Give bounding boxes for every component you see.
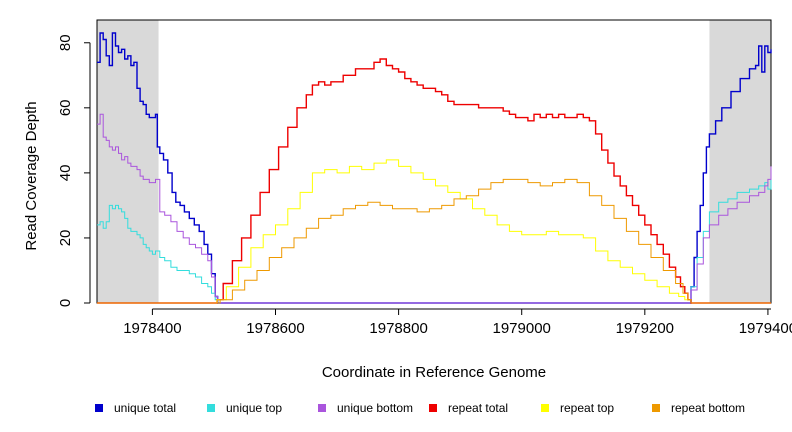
legend-swatch-repeat-bottom xyxy=(652,404,660,412)
legend: unique total unique top unique bottom repea… xyxy=(95,401,745,415)
series-line-unique-bottom xyxy=(97,113,772,304)
x-tick-label: 1979400 xyxy=(739,320,792,337)
legend-label: unique total xyxy=(114,401,176,415)
legend-label: unique top xyxy=(226,401,282,415)
x-tick-label: 1979000 xyxy=(493,320,551,337)
y-tick-label: 20 xyxy=(57,230,74,247)
series-line-repeat-total xyxy=(97,58,771,304)
legend-label: repeat total xyxy=(448,401,508,415)
axes: 1978400 1978600 1978800 1979000 1979200 19794… xyxy=(57,34,792,337)
series-line-repeat-top xyxy=(97,159,771,304)
y-tick-label: 80 xyxy=(57,34,74,51)
y-tick-label: 40 xyxy=(57,165,74,182)
legend-label: repeat top xyxy=(560,401,614,415)
shaded-region-2 xyxy=(709,20,771,303)
series-lines xyxy=(97,32,772,304)
shaded-regions xyxy=(97,20,771,303)
x-axis-label: Coordinate in Reference Genome xyxy=(322,364,546,381)
legend-label: unique bottom xyxy=(337,401,413,415)
x-tick-label: 1978400 xyxy=(123,320,181,337)
series-line-unique-total xyxy=(97,32,772,304)
legend-label: repeat bottom xyxy=(671,401,745,415)
x-tick-label: 1978600 xyxy=(246,320,304,337)
y-axis-label: Read Coverage Depth xyxy=(23,101,40,250)
legend-swatch-repeat-total xyxy=(429,404,437,412)
legend-swatch-unique-top xyxy=(207,404,215,412)
series-line-unique-top xyxy=(97,179,772,304)
series-line-repeat-bottom xyxy=(97,178,771,304)
x-tick-label: 1979200 xyxy=(616,320,674,337)
legend-swatch-unique-bottom xyxy=(318,404,326,412)
x-tick-label: 1978800 xyxy=(369,320,427,337)
legend-swatch-unique-total xyxy=(95,404,103,412)
y-tick-label: 60 xyxy=(57,99,74,116)
legend-swatch-repeat-top xyxy=(541,404,549,412)
y-tick-label: 0 xyxy=(57,299,74,307)
